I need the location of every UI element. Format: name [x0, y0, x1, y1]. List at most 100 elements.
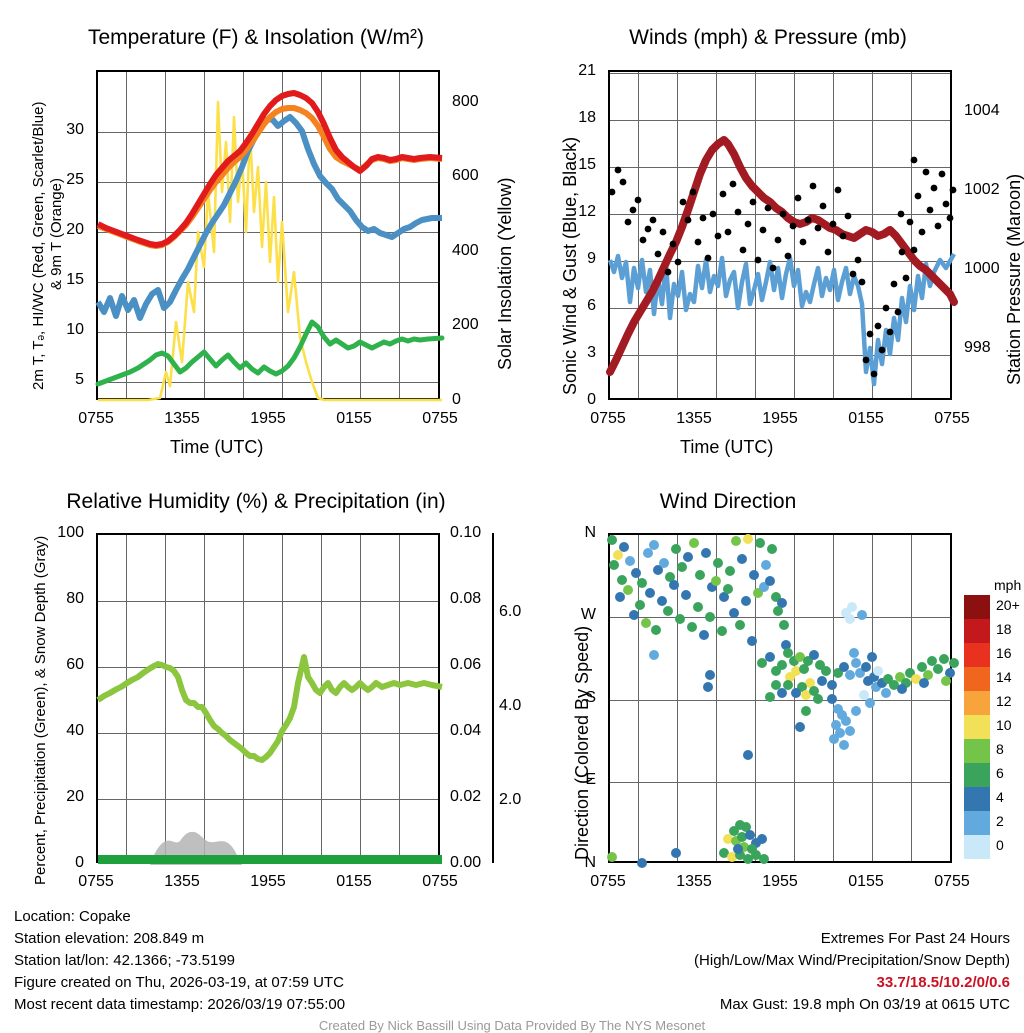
xtick-label: 0755: [422, 410, 458, 427]
xtick-label: 0755: [590, 873, 626, 890]
series-wind-direction-scatter: [607, 534, 959, 868]
series-winds: [606, 136, 958, 387]
extremes-subheading: (High/Low/Max Wind/Precipitation/Snow De…: [694, 952, 1010, 969]
footer-created: Figure created on Thu, 2026-03-19, at 07…: [14, 974, 344, 991]
colorbar-swatch: [964, 763, 990, 787]
ytick-label: E: [585, 771, 596, 788]
max-gust: Max Gust: 19.8 mph On 03/19 at 0615 UTC: [719, 996, 1010, 1013]
ytick-label: 0: [75, 854, 84, 871]
colorbar-label: 20+: [996, 597, 1020, 613]
ytick-label-snow: 4.0: [499, 697, 522, 714]
colorbar-swatch: [964, 667, 990, 691]
xtick-label: 1355: [164, 410, 200, 427]
footer-location: Location: Copake: [14, 908, 131, 925]
ytick-label: 15: [66, 271, 84, 288]
ytick-label: 15: [578, 156, 596, 173]
ytick-label-right-precip: 0.00: [450, 854, 482, 871]
ytick-label: W: [580, 606, 596, 623]
xtick-label: 1355: [676, 873, 712, 890]
ytick-label: 60: [66, 656, 84, 673]
colorbar-label: 10: [996, 717, 1012, 733]
plot-area-temperature: [95, 70, 445, 402]
ytick-label: 0: [587, 391, 596, 408]
ytick-label: 5: [75, 371, 84, 388]
colorbar-label: 18: [996, 621, 1012, 637]
panel-title: Wind Direction: [659, 490, 797, 513]
ytick-label: N: [584, 854, 596, 871]
footer-timestamp: Most recent data timestamp: 2026/03/19 0…: [14, 996, 346, 1013]
ytick-label: 25: [66, 171, 84, 188]
ytick-label: S: [585, 689, 596, 706]
xtick-label: 1355: [164, 873, 200, 890]
ytick-label: N: [584, 524, 596, 541]
snow-depth-axis-line: [492, 533, 494, 863]
panel-title: Temperature (F) & Insolation (W/m²): [87, 26, 425, 49]
ytick-label-right-precip: 0.02: [450, 788, 482, 805]
colorbar-label: 0: [996, 837, 1004, 853]
ytick-label: 30: [66, 121, 84, 138]
colorbar-swatch: [964, 643, 990, 667]
xtick-label: 0155: [848, 410, 884, 427]
ytick-label: 18: [578, 109, 596, 126]
xtick-label: 0155: [336, 873, 372, 890]
colorbar-label: 8: [996, 741, 1004, 757]
ytick-label: 80: [66, 590, 84, 607]
ytick-label: 20: [66, 221, 84, 238]
ytick-label-right: 1004: [964, 102, 1000, 119]
ytick-label-right-precip: 0.04: [450, 722, 482, 739]
axis-title-left: 2m T, Tₔ, HI/WC (Red, Green, Scarlet/Blu…: [30, 101, 47, 390]
plot-area-wind-direction: [607, 533, 959, 868]
xtick-label: 1955: [762, 410, 798, 427]
ytick-label: 3: [587, 344, 596, 361]
xtick-label: 1955: [250, 873, 286, 890]
colorbar-swatch: [964, 739, 990, 763]
ytick-label-right: 200: [452, 316, 479, 333]
extremes-heading: Extremes For Past 24 Hours: [820, 930, 1010, 947]
xtick-label: 1955: [762, 873, 798, 890]
credit-line: Created By Nick Bassill Using Data Provi…: [318, 1018, 706, 1033]
panel-winds-pressure: Winds (mph) & Pressure (mb) Sonic Wind &…: [512, 0, 1024, 470]
xtick-label: 0755: [934, 410, 970, 427]
xtick-label: 0755: [78, 410, 114, 427]
axis-title-left: Percent, Precipitation (Green), & Snow D…: [32, 535, 49, 885]
plot-area-winds: [606, 70, 958, 400]
colorbar-label: 4: [996, 789, 1004, 805]
colorbar-label: 2: [996, 813, 1004, 829]
colorbar-label: 14: [996, 669, 1012, 685]
colorbar-title: mph: [994, 577, 1022, 593]
xtick-label: 0755: [78, 873, 114, 890]
ytick-label-right: 400: [452, 242, 479, 259]
ytick-label: 40: [66, 722, 84, 739]
ytick-label-right-precip: 0.06: [450, 656, 482, 673]
ytick-label: 6: [587, 297, 596, 314]
ytick-label: 20: [66, 788, 84, 805]
ytick-label-right: 800: [452, 93, 479, 110]
ytick-label: 10: [66, 321, 84, 338]
plot-area-humidity: [96, 533, 443, 865]
ytick-label-right: 1002: [964, 181, 1000, 198]
xtick-label: 1955: [250, 410, 286, 427]
ytick-label-right: 998: [964, 339, 991, 356]
axis-title-right: Station Pressure (Maroon): [1004, 173, 1024, 385]
wind-speed-colorbar: mph 20+ 18 16 14 12 10 8 6 4 2 0: [964, 577, 1024, 865]
panel-humidity-precipitation: Relative Humidity (%) & Precipitation (i…: [0, 470, 521, 920]
footer-elevation: Station elevation: 208.849 m: [14, 930, 205, 947]
colorbar-swatch: [964, 619, 990, 643]
xtick-label: 0755: [934, 873, 970, 890]
ytick-label: 9: [587, 250, 596, 267]
colorbar-label: 12: [996, 693, 1012, 709]
colorbar-label: 6: [996, 765, 1004, 781]
ytick-label-snow: 2.0: [499, 791, 522, 808]
xtick-label: 0155: [848, 873, 884, 890]
ytick-label-right: 600: [452, 167, 479, 184]
axis-title-x: Time (UTC): [170, 437, 264, 457]
panel-title: Winds (mph) & Pressure (mb): [629, 26, 907, 49]
xtick-label: 1355: [676, 410, 712, 427]
panel-wind-direction: Wind Direction Direction (Colored By Spe…: [512, 470, 1024, 920]
colorbar-swatch: [964, 787, 990, 811]
xtick-label: 0755: [422, 873, 458, 890]
xtick-label: 0155: [336, 410, 372, 427]
ytick-label: 12: [578, 203, 596, 220]
xtick-label: 0755: [590, 410, 626, 427]
colorbar-swatch: [964, 811, 990, 835]
